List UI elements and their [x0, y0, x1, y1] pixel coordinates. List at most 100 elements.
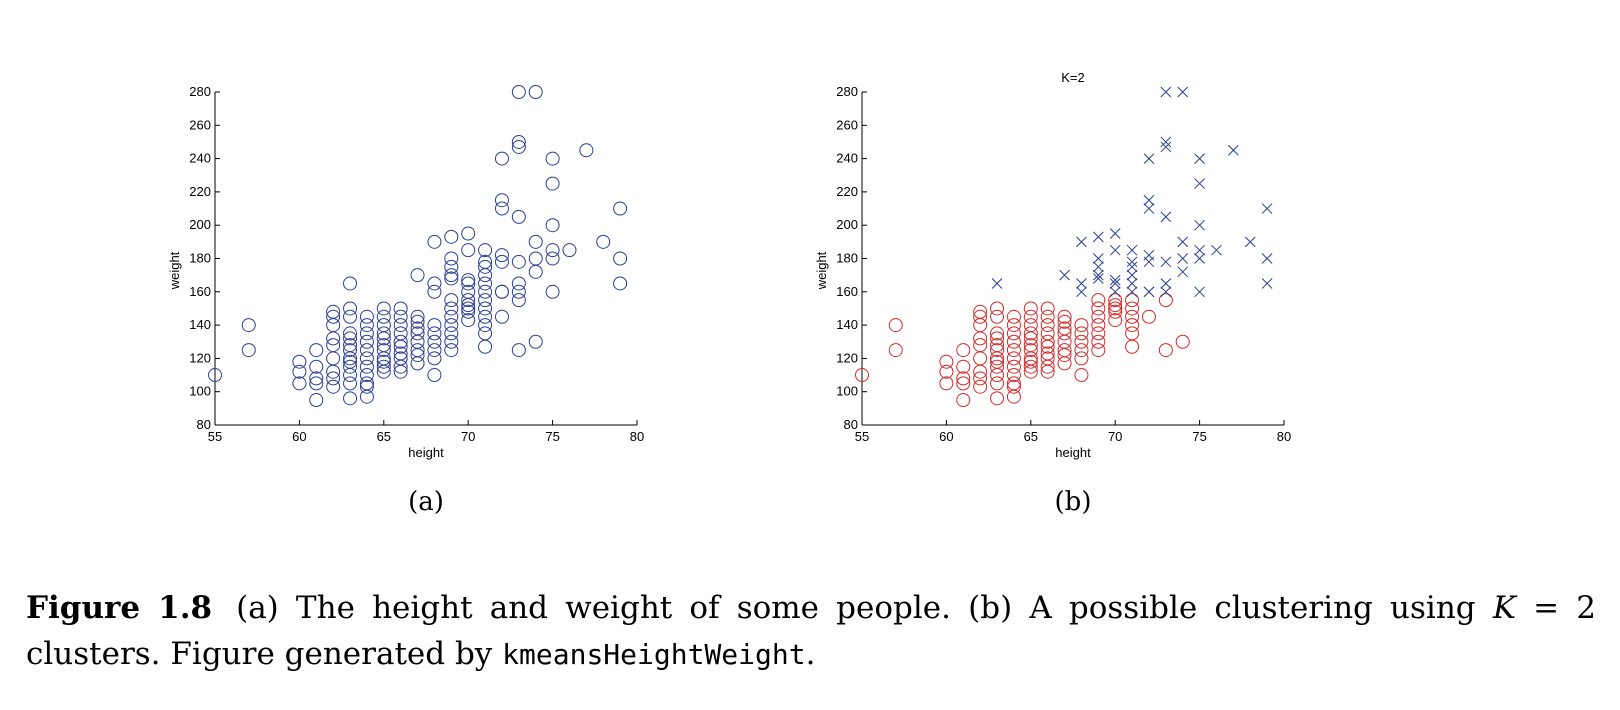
data-point-circle: [990, 326, 1005, 341]
data-point-circle: [1006, 343, 1021, 358]
data-point-circle: [309, 376, 324, 391]
data-point-circle: [1158, 343, 1173, 358]
data-point-circle: [343, 326, 358, 341]
data-point-circle: [613, 276, 628, 291]
data-point-circle: [973, 371, 988, 386]
data-point-circle: [359, 379, 374, 394]
data-point-circle: [292, 354, 307, 369]
data-point-circle: [478, 243, 493, 258]
data-point-circle: [359, 318, 374, 333]
data-point-circle: [309, 371, 324, 386]
data-point-x: [1076, 278, 1087, 289]
data-point-circle: [309, 359, 324, 374]
data-point-circle: [1040, 326, 1055, 341]
data-point-x: [1160, 256, 1172, 268]
data-point-circle: [579, 143, 594, 158]
data-point-circle: [478, 276, 493, 291]
data-point-x: [1160, 136, 1172, 148]
caption-code-name: kmeansHeightWeight: [502, 638, 806, 671]
data-point-circle: [444, 268, 459, 283]
scatter-panel-b: 55 60 65 70 75 80 80 100 120 140 160 180 200 220 240 26…: [814, 70, 1291, 517]
data-point-circle: [1125, 339, 1140, 354]
y-tick-label: 80: [844, 417, 858, 432]
data-point-circle: [1040, 309, 1055, 324]
data-point-circle: [1040, 334, 1055, 349]
data-point-circle: [494, 248, 509, 263]
data-point-circle: [1091, 343, 1106, 358]
data-point-x: [1109, 286, 1121, 298]
data-point-circle: [511, 139, 526, 154]
data-point-x: [1126, 269, 1138, 281]
data-point-x: [1261, 253, 1273, 264]
data-point-circle: [376, 331, 391, 346]
data-point-x: [1092, 231, 1104, 243]
data-point-x: [1126, 261, 1138, 273]
data-point-x: [1092, 269, 1104, 281]
data-point-circle: [444, 309, 459, 324]
data-point-x: [1228, 144, 1239, 156]
data-point-circle: [410, 309, 425, 324]
data-point-circle: [478, 268, 493, 283]
data-point-circle: [343, 391, 358, 406]
data-point-x: [1109, 274, 1121, 286]
data-point-circle: [461, 273, 476, 288]
data-point-circle: [973, 331, 988, 346]
data-point-circle: [427, 234, 442, 249]
data-point-circle: [990, 368, 1005, 383]
data-point-circle: [461, 298, 476, 313]
data-point-x: [1143, 153, 1155, 164]
data-point-circle: [1141, 309, 1156, 324]
data-point-circle: [1091, 318, 1106, 333]
data-point-circle: [511, 284, 526, 299]
data-point-circle: [393, 301, 408, 316]
caption-math-k: K: [1492, 590, 1516, 626]
data-point-x: [1143, 256, 1155, 268]
data-point-circle: [1057, 334, 1072, 349]
data-point-circle: [343, 343, 358, 358]
data-point-circle: [956, 393, 971, 408]
data-point-circle: [393, 359, 408, 374]
data-point-circle: [1023, 343, 1038, 358]
data-point-circle: [1023, 331, 1038, 346]
data-point-circle: [1023, 318, 1038, 333]
data-point-circle: [376, 351, 391, 366]
data-point-circle: [461, 284, 476, 299]
data-point-circle: [376, 359, 391, 374]
data-point-circle: [208, 368, 222, 383]
data-point-circle: [444, 326, 459, 341]
data-point-x: [1177, 86, 1189, 98]
data-point-circle: [343, 276, 358, 291]
data-point-circle: [359, 376, 374, 391]
data-point-circle: [1108, 304, 1123, 319]
y-tick-label: 200: [189, 217, 211, 232]
data-point-circle: [444, 271, 459, 286]
data-point-x: [1143, 286, 1155, 298]
data-point-circle: [545, 151, 560, 166]
data-point-circle: [511, 85, 526, 99]
y-tick-label: 180: [836, 251, 858, 266]
data-point-circle: [990, 301, 1005, 316]
data-point-circle: [359, 326, 374, 341]
data-point-x: [1109, 228, 1121, 239]
data-point-circle: [511, 293, 526, 308]
data-point-circle: [1125, 326, 1140, 341]
figure-caption: Figure 1.8 (a) The height and weight of s…: [26, 585, 1596, 678]
data-point-circle: [478, 309, 493, 324]
data-point-circle: [528, 264, 543, 279]
data-point-circle: [376, 301, 391, 316]
data-point-circle: [410, 334, 425, 349]
data-point-circle: [990, 343, 1005, 358]
data-point-circle: [359, 389, 374, 404]
y-tick-label: 140: [836, 317, 858, 332]
y-tick-label: 260: [836, 117, 858, 132]
data-point-circle: [1040, 301, 1055, 316]
data-point-circle: [461, 301, 476, 316]
data-point-circle: [1175, 334, 1190, 349]
data-point-circle: [410, 268, 425, 283]
data-point-circle: [444, 301, 459, 316]
data-point-circle: [1040, 359, 1055, 374]
data-point-circle: [343, 359, 358, 374]
data-point-x: [1160, 141, 1172, 153]
data-point-circle: [359, 309, 374, 324]
data-point-circle: [478, 326, 493, 341]
